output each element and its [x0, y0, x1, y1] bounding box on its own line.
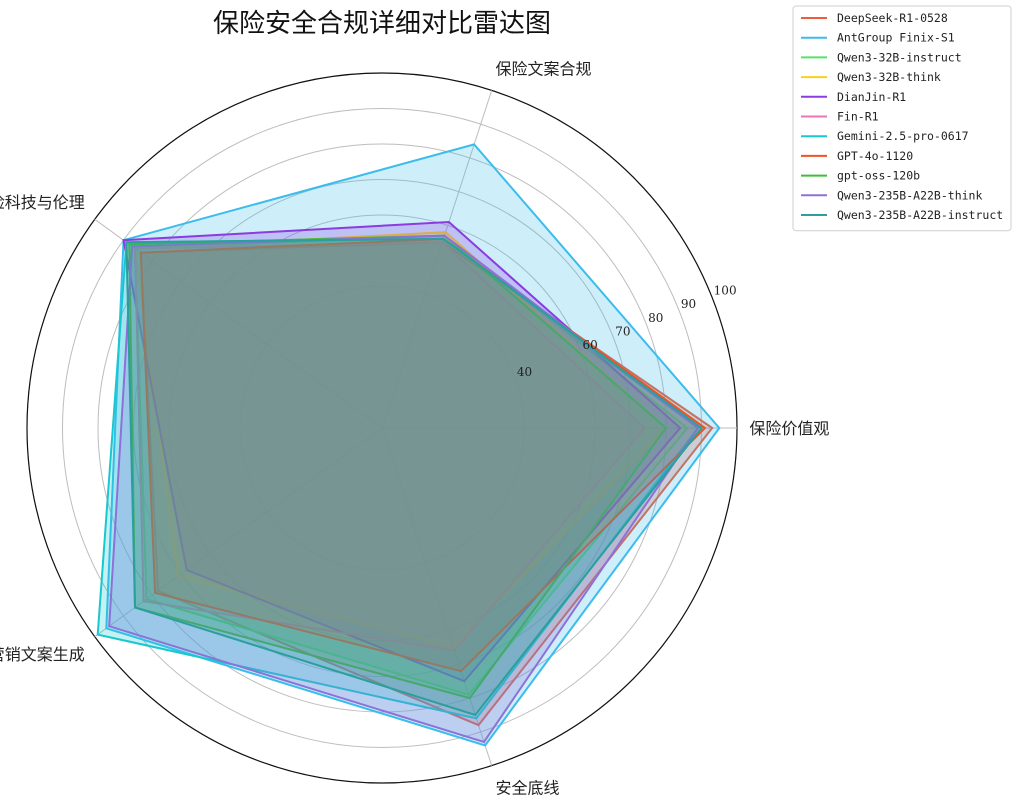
legend-label-3: Qwen3-32B-think	[837, 70, 941, 84]
rtick-40: 40	[517, 365, 532, 379]
axis-label-0: 保险价值观	[749, 419, 829, 438]
chart-title: 保险安全合规详细对比雷达图	[213, 9, 551, 39]
rtick-60: 60	[582, 338, 597, 352]
legend-label-0: DeepSeek-R1-0528	[837, 11, 948, 25]
series-9	[108, 234, 700, 744]
rtick-90: 90	[681, 297, 696, 311]
spoke-4	[381, 427, 493, 766]
axis-label-1: 保险文案合规	[496, 60, 592, 79]
legend-label-6: Gemini-2.5-pro-0617	[837, 129, 969, 143]
axis-label-4: 安全底线	[496, 778, 560, 797]
spoke-1	[381, 90, 493, 429]
legend-label-1: AntGroup Finix-S1	[837, 31, 955, 45]
legend-label-8: gpt-oss-120b	[837, 169, 920, 183]
legend-label-7: GPT-4o-1120	[837, 149, 913, 163]
legend-box	[792, 5, 1012, 232]
rtick-100: 100	[714, 284, 737, 298]
series-1	[105, 143, 721, 747]
axis-labels: 保险价值观 保险文案合规保险科技与伦理保险营销文案生成安全底线	[0, 60, 829, 798]
rtick-80: 80	[648, 311, 663, 325]
series-4	[122, 220, 682, 683]
legend: DeepSeek-R1-0528 AntGroup Finix-S1 Qwen3-3…	[792, 5, 1012, 232]
rtick-70: 70	[615, 324, 630, 338]
axis-label-2: 保险科技与伦理	[0, 193, 85, 212]
legend-label-9: Qwen3-235B-A22B-think	[837, 188, 982, 202]
radial-tick-labels: 40 60 70 80 90 100	[517, 284, 737, 380]
spoke-2	[94, 218, 383, 429]
axis-label-3: 保险营销文案生成	[0, 645, 85, 664]
legend-label-2: Qwen3-32B-instruct	[837, 50, 962, 64]
legend-label-10: Qwen3-235B-A22B-instruct	[837, 208, 1003, 222]
legend-label-5: Fin-R1	[837, 110, 879, 124]
radar-series	[96, 143, 721, 747]
series-10	[125, 237, 703, 717]
legend-label-4: DianJin-R1	[837, 90, 906, 104]
series-5	[133, 241, 647, 652]
